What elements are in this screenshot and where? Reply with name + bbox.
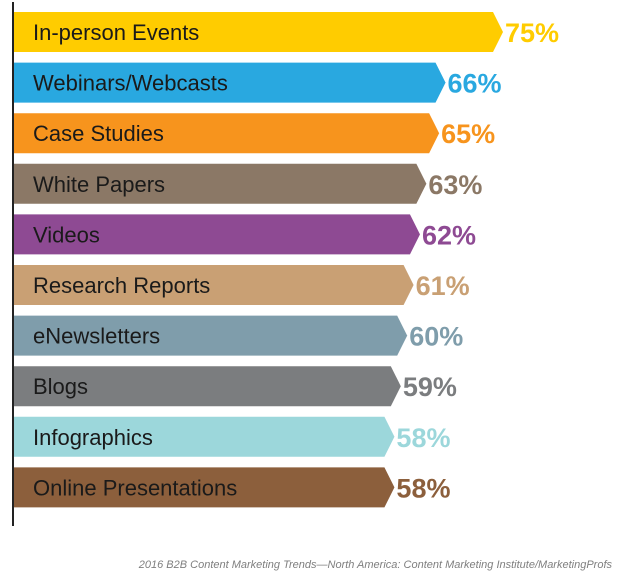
- bar-label-videos: Videos: [33, 222, 100, 247]
- bar-label-enewsletters: eNewsletters: [33, 324, 160, 349]
- bar-label-webinars-webcasts: Webinars/Webcasts: [33, 71, 228, 96]
- bar-label-white-papers: White Papers: [33, 172, 165, 197]
- bar-label-blogs: Blogs: [33, 374, 88, 399]
- bar-webinars-webcasts: [14, 62, 446, 103]
- value-label-blogs: 59%: [403, 372, 457, 402]
- value-label-videos: 62%: [422, 220, 476, 250]
- bars-group: In-person Events 75% Webinars/Webcasts 66% C…: [14, 12, 559, 508]
- value-label-white-papers: 63%: [428, 170, 482, 200]
- bar-infographics: [14, 416, 395, 457]
- bar-enewsletters: [14, 315, 408, 356]
- value-label-online-presentations: 58%: [396, 473, 450, 503]
- value-label-in-person-events: 75%: [505, 18, 559, 48]
- bar-online-presentations: [14, 467, 395, 508]
- bar-label-case-studies: Case Studies: [33, 121, 164, 146]
- value-label-infographics: 58%: [396, 423, 450, 453]
- bar-white-papers: [14, 163, 427, 204]
- bar-label-infographics: Infographics: [33, 425, 153, 450]
- value-label-case-studies: 65%: [441, 119, 495, 149]
- source-note: 2016 B2B Content Marketing Trends—North …: [138, 559, 612, 571]
- bar-blogs: [14, 366, 401, 407]
- bar-label-in-person-events: In-person Events: [33, 20, 199, 45]
- value-label-research-reports: 61%: [416, 271, 470, 301]
- bar-case-studies: [14, 113, 440, 154]
- bar-videos: [14, 214, 420, 255]
- bar-label-online-presentations: Online Presentations: [33, 475, 237, 500]
- bar-label-research-reports: Research Reports: [33, 273, 210, 298]
- value-label-webinars-webcasts: 66%: [448, 69, 502, 99]
- bar-in-person-events: [14, 12, 503, 52]
- value-label-enewsletters: 60%: [409, 322, 463, 352]
- bar-research-reports: [14, 265, 414, 305]
